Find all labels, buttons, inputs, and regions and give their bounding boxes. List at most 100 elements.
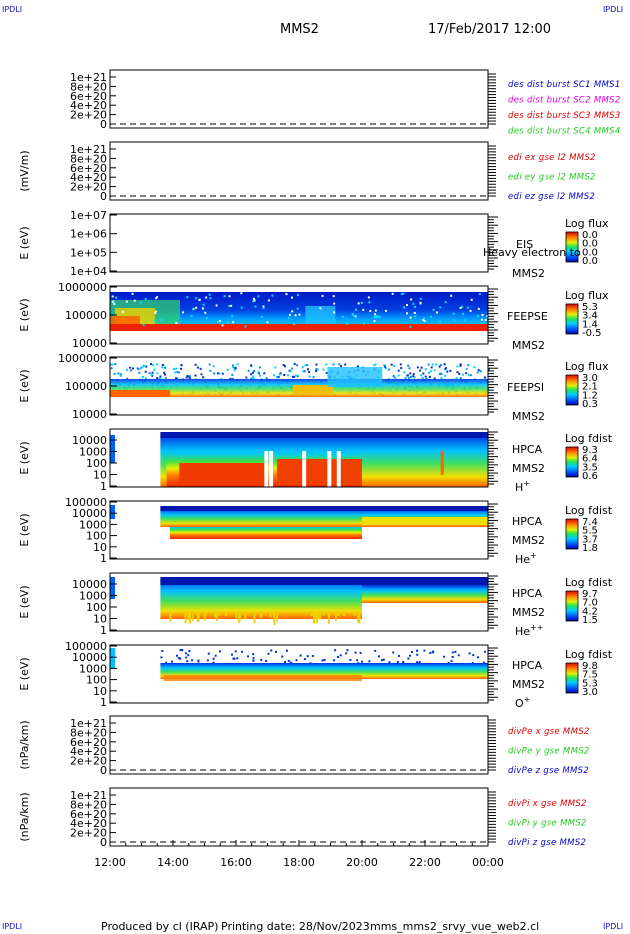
spectrogram-pixel (161, 364, 164, 367)
spectrogram-gap (269, 451, 274, 487)
spectrogram-band-low (110, 390, 170, 397)
spectrogram-pixel (422, 372, 425, 375)
spectrogram-patch (110, 316, 140, 324)
spectrogram-pixel (262, 305, 265, 308)
spectrogram-pixel (232, 364, 235, 367)
spectrogram-pixel (403, 306, 406, 309)
y-tick-label: 8e+20 (70, 152, 107, 165)
spectrogram-pixel (425, 376, 428, 379)
x-tick-label: 18:00 (283, 856, 315, 869)
spectrogram-pixel (469, 374, 472, 377)
spectrogram-pixel (374, 309, 377, 312)
legend-entry: edi ez gse l2 MMS2 (508, 192, 595, 202)
spectrogram-pixel (420, 374, 423, 377)
spectrogram-pixel (218, 611, 221, 616)
spectrogram-pixel (250, 377, 253, 380)
spectrogram-pixel (375, 316, 378, 319)
spectrogram-pixel (349, 658, 352, 661)
spectrogram-pixel (402, 292, 405, 295)
spectrogram-pixel (161, 649, 164, 652)
spectrogram-pixel (292, 323, 295, 326)
y-tick-label: 1e+05 (70, 246, 107, 259)
colorbar-value: 3.7 (582, 534, 598, 545)
panel-frame (109, 428, 489, 488)
spectrogram-pixel (141, 365, 144, 368)
spectrogram-pixel (306, 364, 309, 367)
spectrogram-pixel (313, 611, 316, 624)
spectrogram-pixel (403, 371, 406, 374)
spectrogram-pixel (296, 307, 299, 310)
x-tick-label: 20:00 (346, 856, 378, 869)
spectrogram-pixel (407, 364, 410, 367)
y-axis-label: (mV/m) (18, 150, 31, 191)
spectrogram-pixel (461, 305, 464, 308)
legend-entry: edi ey gse l2 MMS2 (508, 173, 596, 183)
spectrogram-pixel (287, 659, 290, 662)
y-axis-label: E (eV) (18, 585, 31, 618)
colorbar-value: 9.7 (582, 589, 598, 600)
spectrogram-pixel (459, 364, 462, 367)
y-tick-label: 1 (100, 480, 107, 493)
instrument-name: HPCA (512, 659, 543, 672)
spectrogram-pixel (261, 315, 264, 318)
spectrogram-pixel (459, 306, 462, 309)
spectrogram-pixel (260, 658, 263, 661)
spectrogram-pixel (473, 366, 476, 369)
spectrogram-pixel (345, 652, 348, 655)
spectrogram-pixel (333, 311, 336, 314)
spectrogram-pixel (296, 375, 299, 378)
spectrogram-pixel (234, 650, 237, 653)
spectrogram-pixel (430, 366, 433, 369)
spectrogram-pixel (133, 299, 136, 302)
spectrogram-pixel (213, 372, 216, 375)
spectrogram-pixel (141, 375, 144, 378)
spectrogram-pixel (397, 374, 400, 377)
legend-entry: divPi y gse MMS2 (508, 819, 587, 829)
spacecraft-name: MMS2 (512, 462, 545, 475)
colorbar-value: 7.4 (582, 517, 598, 528)
spectrogram-pixel (440, 372, 443, 375)
spectrogram-pixel (265, 377, 268, 380)
spectrogram-pixel (404, 377, 407, 380)
spectrogram-pixel (252, 657, 255, 660)
y-tick-label: 1e+04 (70, 265, 107, 278)
colorbar-title: Log fdist (565, 432, 613, 445)
spectrogram-pixel (186, 296, 189, 299)
legend-entry: divPi x gse MMS2 (508, 799, 587, 809)
panel-feepsi: 1000000 100000 10000 E (eV) FEEPSI MMS2 Log fl… (18, 352, 609, 423)
spectrogram-pixel (186, 374, 189, 377)
spacecraft-name: MMS2 (512, 410, 545, 423)
panel-frame (109, 69, 489, 129)
spectrogram-pixel (440, 377, 443, 380)
spectrogram-pixel (315, 363, 318, 366)
spectrogram-pixel (337, 656, 340, 659)
spectrogram-pixel (252, 376, 255, 379)
spectrogram-pixel (266, 321, 269, 324)
spectrogram-pixel (451, 651, 454, 654)
panel-eis: 1e+07 1e+06 1e+05 1e+04 E (eV) EIS MMS2 Log flu… (18, 209, 609, 280)
spectrogram-pixel (215, 304, 218, 307)
spectrogram-pixel (151, 371, 154, 374)
spectrogram-pixel (405, 304, 408, 307)
colorbar-value: 1.4 (582, 319, 598, 330)
spectrogram-pixel (412, 373, 415, 376)
spectrogram-pixel (160, 318, 163, 321)
spectrogram-pixel (357, 302, 360, 305)
spectrogram-pixel (405, 374, 408, 377)
spectrogram-pixel (126, 377, 129, 380)
x-tick-label: 16:00 (220, 856, 252, 869)
spectrogram-pixel (258, 366, 261, 369)
spectrogram-pixel (174, 371, 177, 374)
spectrogram-pixel (296, 294, 299, 297)
spectrogram-pixel (180, 367, 183, 370)
spectrogram-pixel (424, 375, 427, 378)
spectrogram-pixel (467, 374, 470, 377)
spectrogram-pixel (234, 367, 237, 370)
spectrogram-pixel (470, 298, 473, 301)
spectrogram-pixel (180, 364, 183, 367)
colorbar-value: 1.8 (582, 543, 598, 554)
spectrogram-pixel (318, 611, 321, 620)
spectrogram-pixel (444, 301, 447, 304)
spectrogram-pixel (142, 323, 145, 326)
